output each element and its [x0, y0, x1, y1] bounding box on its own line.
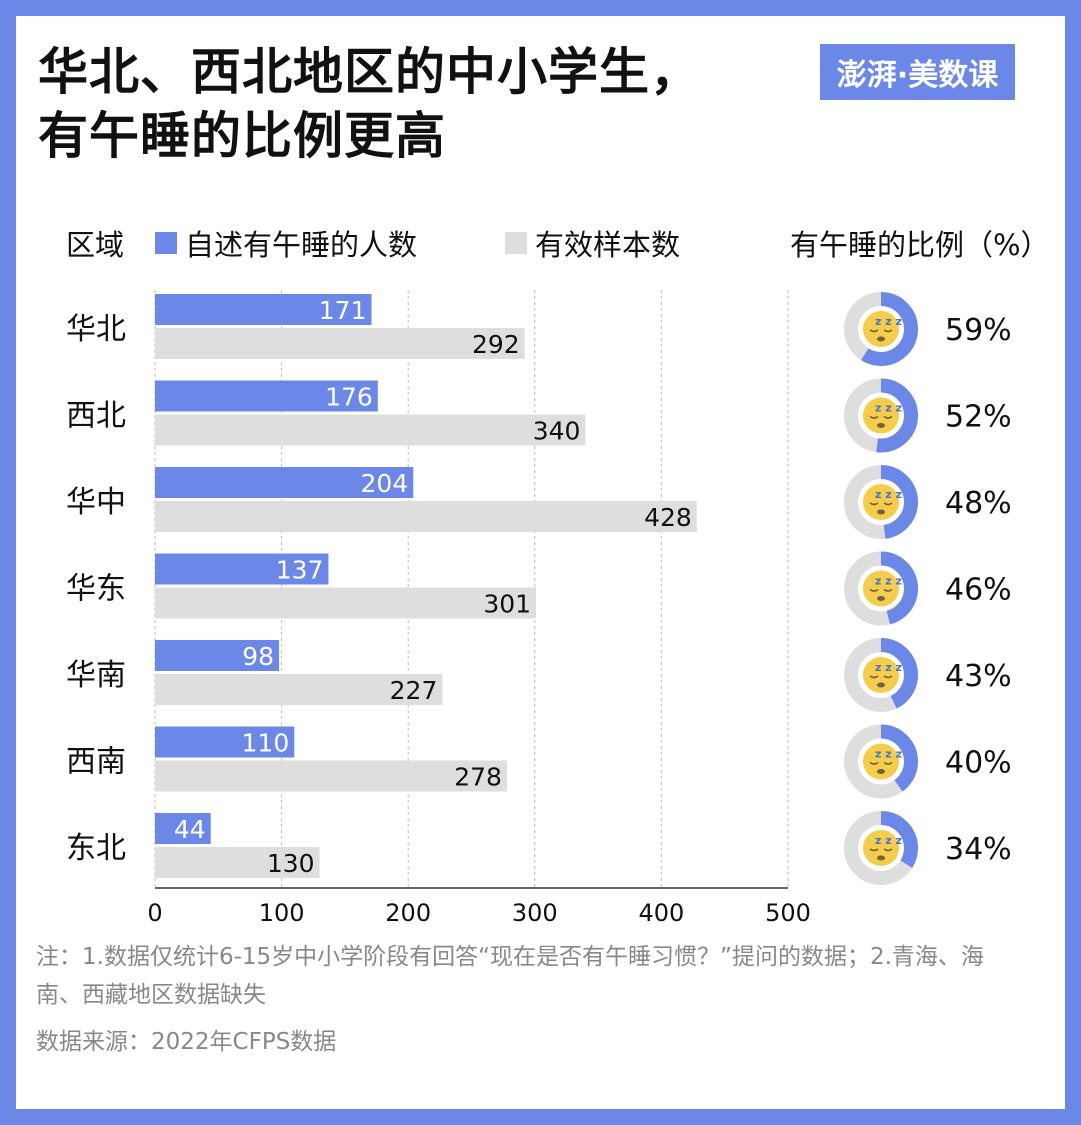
donut-fill: [844, 811, 918, 885]
zzz-icon: z z z: [875, 748, 902, 761]
bar-sample: [155, 414, 586, 446]
mouth-icon: [877, 509, 885, 515]
bar-nap: [155, 640, 280, 671]
bar-sample: [155, 847, 320, 878]
bar-label-nap: 204: [361, 469, 409, 498]
category-label: 华东: [66, 572, 126, 607]
bar-label-nap: 176: [325, 383, 373, 412]
ratio-label: 59%: [945, 313, 1012, 348]
footnote: 注：1.数据仅统计6-15岁中小学阶段有回答“现在是否有午睡习惯？”提问的数据；…: [36, 944, 984, 1008]
sleeping-face-icon: [863, 743, 899, 780]
ratio-label: 52%: [945, 400, 1012, 435]
bar-label-nap: 137: [276, 556, 324, 585]
bar-label-nap: 110: [242, 729, 290, 758]
bar-nap: [155, 294, 372, 325]
ratio-label: 43%: [945, 659, 1012, 694]
zzz-icon: z z z: [875, 834, 902, 847]
bar-label-nap: 44: [174, 815, 206, 844]
bar-sample: [155, 328, 525, 359]
logo: 澎湃·美数课: [820, 44, 1015, 100]
legend-swatch: [155, 232, 177, 254]
bar-nap: [155, 553, 329, 585]
zzz-icon: z z z: [875, 488, 902, 501]
bar-label-sample: 292: [472, 330, 520, 359]
page-title: 华北、西北地区的中小学生， 有午睡的比例更高: [38, 40, 701, 168]
ratio-header: 有午睡的比例（%）: [790, 228, 1050, 262]
mouth-icon: [877, 769, 885, 774]
sleeping-face-icon: [863, 657, 899, 693]
x-tick-label: 200: [385, 899, 431, 927]
sleeping-face-icon: [863, 570, 899, 607]
legend-sample: 有效样本数: [505, 222, 680, 264]
bar-sample: [155, 587, 537, 619]
sleeping-face-icon: [863, 484, 899, 520]
x-tick-label: 0: [147, 899, 162, 927]
closed-eyes-icon: [869, 848, 893, 852]
title-line-1: 华北、西北地区的中小学生，: [38, 43, 701, 101]
bar-nap: [155, 467, 414, 498]
zzz-icon: z z z: [875, 402, 902, 415]
legend-swatch: [505, 232, 527, 254]
category-label: 华北: [66, 312, 126, 347]
source: 数据来源：2022年CFPS数据: [36, 1029, 337, 1055]
x-tick-label: 100: [259, 899, 305, 927]
region-header: 区域: [66, 228, 125, 262]
bar-nap: [155, 380, 378, 412]
sleeping-face-icon: [863, 311, 899, 347]
bar-label-nap: 98: [242, 642, 274, 671]
donut-fill: [844, 724, 918, 799]
x-tick-label: 500: [765, 899, 811, 927]
bar-label-sample: 227: [390, 676, 438, 705]
category-label: 西北: [66, 399, 126, 434]
bar-label-sample: 340: [533, 417, 581, 446]
ratio-label: 34%: [945, 832, 1012, 867]
zzz-icon: z z z: [875, 661, 902, 674]
donut-fill: [844, 551, 918, 626]
bar-label-sample: 278: [454, 763, 502, 792]
x-tick-label: 300: [512, 899, 558, 927]
closed-eyes-icon: [869, 588, 893, 592]
donut-fill: [844, 465, 918, 539]
bar-sample: [155, 674, 443, 705]
mouth-icon: [877, 682, 885, 688]
zzz-icon: z z z: [875, 315, 902, 328]
ratio-label: 46%: [945, 573, 1012, 608]
ratio-label: 48%: [945, 486, 1012, 521]
title-line-2: 有午睡的比例更高: [38, 107, 446, 165]
closed-eyes-icon: [869, 502, 893, 506]
sleeping-face-icon: [863, 830, 899, 866]
mouth-icon: [877, 596, 885, 601]
bar-sample: [155, 760, 507, 792]
legend-label: 自述有午睡的人数: [185, 228, 418, 262]
mouth-icon: [877, 336, 885, 342]
category-label: 西南: [66, 745, 126, 780]
donut-fill: [844, 378, 918, 453]
sleeping-face-icon: [863, 397, 899, 434]
closed-eyes-icon: [869, 675, 893, 679]
ratio-label: 40%: [945, 746, 1012, 781]
bar-nap: [155, 813, 211, 844]
donut-fill: [844, 638, 918, 712]
mouth-icon: [877, 423, 885, 428]
closed-eyes-icon: [869, 415, 893, 419]
closed-eyes-icon: [869, 329, 893, 333]
mouth-icon: [877, 855, 885, 861]
bar-sample: [155, 501, 697, 532]
bar-label-nap: 171: [319, 296, 367, 325]
donut-fill: [844, 292, 918, 366]
category-label: 华南: [66, 658, 126, 693]
zzz-icon: z z z: [875, 575, 902, 588]
bar-label-sample: 130: [267, 849, 315, 878]
legend-nap: 自述有午睡的人数: [155, 222, 417, 264]
legend-label: 有效样本数: [535, 228, 681, 262]
category-label: 华中: [66, 485, 126, 520]
closed-eyes-icon: [869, 761, 893, 765]
bar-nap: [155, 726, 295, 758]
bar-label-sample: 301: [483, 590, 531, 619]
bar-label-sample: 428: [644, 503, 692, 532]
x-tick-label: 400: [638, 899, 684, 927]
category-label: 东北: [66, 831, 126, 866]
